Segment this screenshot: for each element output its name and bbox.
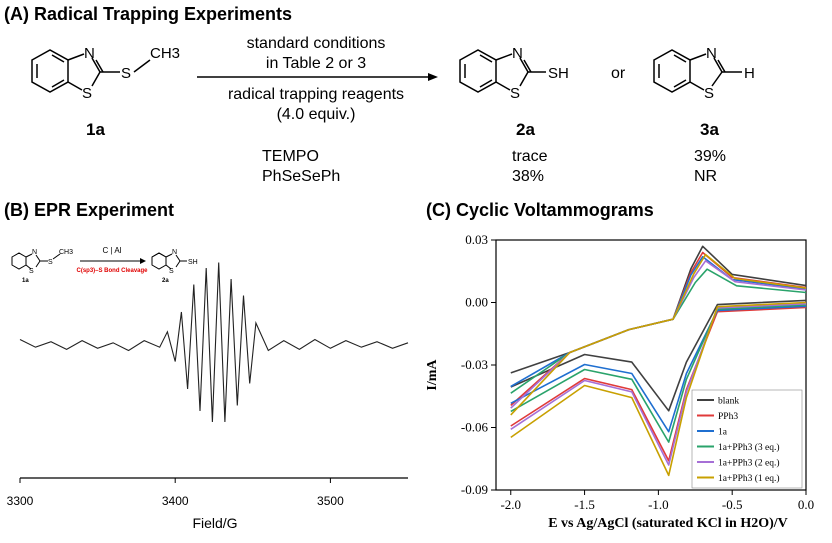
condition-line-3: radical trapping reagents xyxy=(227,86,405,103)
atom-s-2a: S xyxy=(510,85,520,102)
reagent-tempo: TEMPO xyxy=(262,148,319,165)
atom-ch3-1a: CH3 xyxy=(150,45,180,62)
cv-xtick-label-2: -1.0 xyxy=(648,497,669,512)
cv-legend-box xyxy=(691,389,803,489)
structure-1a xyxy=(31,49,151,93)
epr-tick-label-1: 3400 xyxy=(162,494,189,508)
condition-line-4: (4.0 equiv.) xyxy=(276,106,356,123)
cv-legend-label-4: 1a+PPh3 (2 eq.) xyxy=(718,458,780,469)
cv-legend-label-5: 1a+PPh3 (1 eq.) xyxy=(718,473,780,484)
epr-chart: N S S CH3 1a N S SH 2a C | Al C(sp3)–S B… xyxy=(7,246,409,531)
atom-n-3a: N xyxy=(706,45,717,62)
reagent-phsesephe: PhSeSePh xyxy=(262,168,341,185)
cv-ytick-label-3: -0.06 xyxy=(461,420,489,435)
cv-series-1-anodic xyxy=(510,251,807,406)
label-1a: 1a xyxy=(86,120,105,139)
cv-curves xyxy=(510,245,807,477)
inset-atom-n-1a: N xyxy=(32,249,37,256)
epr-x-ticks: 3300 3400 3500 xyxy=(7,478,344,508)
inset-atom-s-2a: S xyxy=(169,268,174,275)
atom-n-1a: N xyxy=(84,45,95,62)
panel-a-title: (A) Radical Trapping Experiments xyxy=(4,4,293,24)
inset-arrowhead xyxy=(140,258,146,264)
inset-atom-n-2a: N xyxy=(172,249,177,256)
reaction-arrowhead xyxy=(428,73,438,81)
label-2a: 2a xyxy=(516,120,535,139)
yield-3a-phsesephe: NR xyxy=(694,168,718,185)
inset-atom-s-1a: S xyxy=(29,268,34,275)
panel-b-title: (B) EPR Experiment xyxy=(4,200,175,220)
atom-s-methyl-1a: S xyxy=(121,65,131,82)
cv-series-3-anodic xyxy=(510,268,807,394)
inset-atom-sh-2a: SH xyxy=(188,259,198,266)
panel-a-scheme: N S S CH3 N S SH or N S H xyxy=(31,45,755,102)
atom-s-3a: S xyxy=(704,85,714,102)
atom-s-1a: S xyxy=(82,85,92,102)
cv-chart: 0.03 0.00 -0.03 -0.06 -0.09 -2.0 -1.5 -1.0 -0.5… xyxy=(425,232,814,531)
label-3a: 3a xyxy=(700,120,719,139)
cv-legend-label-0: blank xyxy=(718,397,739,407)
atom-n-2a: N xyxy=(512,45,523,62)
condition-line-2: in Table 2 or 3 xyxy=(265,55,367,72)
cv-y-axis-label: I/mA xyxy=(425,359,440,391)
inset-bond-cleavage: C(sp3)–S Bond Cleavage xyxy=(76,268,148,274)
epr-x-axis-label: Field/G xyxy=(192,515,237,531)
cv-x-axis-label: E vs Ag/AgCl (saturated KCl in H2O)/V xyxy=(548,516,788,531)
structure-2a xyxy=(459,49,546,93)
yield-2a-phsesephe: 38% xyxy=(512,168,545,185)
cv-legend-label-3: 1a+PPh3 (3 eq.) xyxy=(718,442,780,453)
epr-tick-label-0: 3300 xyxy=(7,494,34,508)
cv-series-5-anodic xyxy=(510,253,807,416)
cv-xtick-label-1: -1.5 xyxy=(574,497,595,512)
cv-legend-label-2: 1a xyxy=(718,428,728,438)
inset-label-2a: 2a xyxy=(162,278,169,284)
atom-sh-2a: SH xyxy=(548,65,569,82)
cv-ytick-label-0: 0.03 xyxy=(465,232,488,247)
cv-xtick-label-4: 0.0 xyxy=(798,497,814,512)
structure-3a xyxy=(653,49,742,93)
or-label: or xyxy=(611,65,626,82)
cv-xtick-label-0: -2.0 xyxy=(500,497,521,512)
inset-atom-sme-1a: S xyxy=(48,259,53,266)
cv-legend: blank PPh3 1a 1a+PPh3 (3 eq.) 1a+PPh3 (2 eq.… xyxy=(691,389,803,489)
cv-ytick-label-4: -0.09 xyxy=(461,482,488,497)
inset-conditions: C | Al xyxy=(103,246,122,255)
epr-inset-scheme xyxy=(11,252,187,270)
epr-tick-label-2: 3500 xyxy=(317,494,344,508)
yield-3a-tempo: 39% xyxy=(694,148,727,165)
cv-ytick-label-2: -0.03 xyxy=(461,357,488,372)
cv-series-5-cathodic xyxy=(510,301,807,477)
panel-c-title: (C) Cyclic Voltammograms xyxy=(426,200,654,220)
cv-x-ticks: -2.0 -1.5 -1.0 -0.5 0.0 xyxy=(500,490,814,512)
cv-series-0-cathodic xyxy=(510,299,807,412)
cv-legend-label-1: PPh3 xyxy=(718,412,738,422)
atom-h-3a: H xyxy=(744,65,755,82)
epr-signal-line xyxy=(19,262,409,423)
cv-y-ticks: 0.03 0.00 -0.03 -0.06 -0.09 xyxy=(461,232,496,497)
condition-line-1: standard conditions xyxy=(246,35,386,52)
inset-atom-ch3-1a: CH3 xyxy=(59,249,73,256)
yield-2a-tempo: trace xyxy=(512,148,548,165)
cv-xtick-label-3: -0.5 xyxy=(722,497,743,512)
cv-ytick-label-1: 0.00 xyxy=(465,295,488,310)
inset-label-1a: 1a xyxy=(22,278,29,284)
